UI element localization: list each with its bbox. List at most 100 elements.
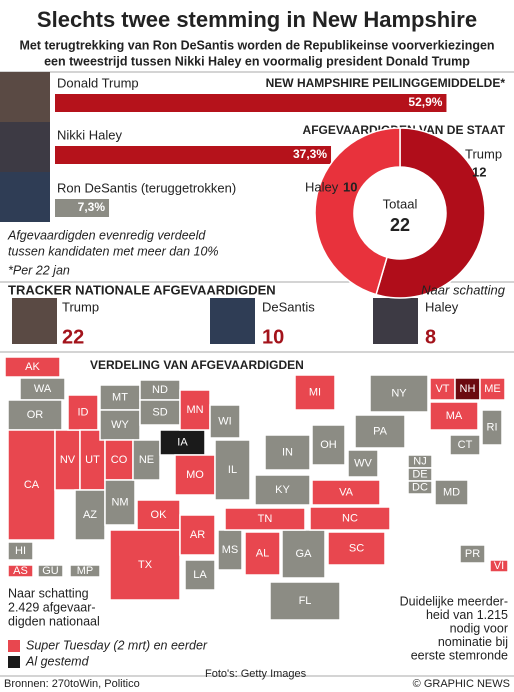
map-note: Duidelijke meerder-	[400, 594, 508, 608]
state-label: LA	[193, 569, 207, 581]
state	[459, 544, 486, 564]
state-label: OK	[151, 509, 168, 521]
tracker-title: TRACKER NATIONALE AFGEVAARDIGDEN	[8, 282, 276, 297]
map-note: nominatie bij	[438, 635, 508, 649]
state	[104, 479, 136, 526]
state-label: IL	[228, 464, 237, 476]
state	[99, 409, 141, 441]
state-label: TN	[258, 513, 273, 525]
legend-label: Super Tuesday (2 mrt) en eerder	[26, 638, 208, 652]
state-label: MN	[186, 404, 203, 416]
state	[132, 439, 161, 481]
state-label: PR	[465, 548, 480, 560]
state-label: NE	[139, 454, 154, 466]
state	[214, 439, 251, 501]
state-label: MD	[443, 486, 460, 498]
state-label: HI	[15, 545, 26, 557]
state	[184, 559, 216, 591]
state	[4, 356, 61, 378]
state-label: NC	[342, 512, 358, 524]
candidate-name: Haley	[425, 299, 459, 314]
state-label: GU	[42, 565, 59, 577]
donut-segment	[375, 127, 486, 299]
state	[449, 434, 481, 456]
state-label: CT	[458, 439, 473, 451]
state	[7, 541, 34, 561]
state	[309, 506, 391, 531]
state	[179, 389, 211, 431]
state	[434, 479, 469, 506]
bar	[55, 199, 110, 217]
state	[264, 434, 311, 471]
footer-sources: Bronnen: 270toWin, Politico	[4, 678, 140, 690]
state	[109, 529, 181, 601]
state-label: IN	[282, 446, 293, 458]
state-label: OR	[27, 409, 44, 421]
map-note: heid van 1.215	[426, 608, 508, 622]
state-label: RI	[487, 421, 498, 433]
photo	[0, 72, 50, 122]
state	[7, 429, 56, 541]
state-label: MT	[112, 391, 128, 403]
map-note: nodig voor	[450, 621, 508, 635]
state-label: AS	[13, 565, 28, 577]
segment-value: 10	[343, 179, 357, 194]
state	[481, 409, 503, 446]
center-label: Totaal	[383, 196, 418, 211]
state-label: NJ	[413, 455, 426, 467]
state	[281, 529, 326, 579]
state	[269, 581, 341, 621]
state	[479, 377, 506, 401]
category-label: Donald Trump	[57, 75, 139, 90]
photo	[210, 298, 255, 344]
state-label: NV	[60, 454, 76, 466]
state	[254, 474, 311, 506]
title: Slechts twee stemming in New Hampshire	[37, 7, 477, 32]
state	[37, 564, 64, 578]
category-label: Nikki Haley	[57, 127, 123, 142]
candidate-delegates: 8	[425, 326, 436, 348]
state-label: VI	[494, 560, 504, 572]
state-label: WV	[354, 457, 372, 469]
state	[174, 454, 216, 496]
state-label: NM	[111, 496, 128, 508]
state	[327, 531, 386, 566]
segment-label: Trump	[465, 146, 502, 161]
state-label: VA	[339, 486, 354, 498]
state-label: PA	[373, 425, 388, 437]
candidate-delegates: 22	[62, 326, 84, 348]
state-label: AR	[190, 529, 205, 541]
state-label: DC	[412, 481, 428, 493]
map-note: eerste stemronde	[411, 648, 508, 662]
state-label: TX	[138, 559, 153, 571]
photo	[0, 122, 50, 172]
state-label: GA	[296, 548, 313, 560]
state	[354, 414, 406, 449]
map-note: 2.429 afgevaar-	[8, 600, 96, 614]
segment-value: 12	[472, 164, 486, 179]
state-label: MA	[446, 410, 463, 422]
state-label: SC	[349, 542, 364, 554]
state	[369, 374, 429, 413]
state-label: NH	[460, 383, 476, 395]
state-label: NY	[391, 387, 407, 399]
state-label: CO	[111, 454, 128, 466]
state	[294, 374, 336, 411]
state	[489, 559, 509, 573]
photo	[373, 298, 418, 344]
state	[139, 399, 181, 426]
segment-label: Haley	[305, 179, 339, 194]
state	[244, 531, 281, 576]
note: *Per 22 jan	[8, 263, 70, 277]
state-label: AZ	[83, 509, 97, 521]
state-label: KY	[275, 484, 290, 496]
state	[209, 404, 241, 439]
state-label: MI	[309, 386, 321, 398]
state	[429, 401, 479, 431]
state-label: UT	[85, 454, 100, 466]
map-title: VERDELING VAN AFGEVAARDIGDEN	[90, 358, 304, 372]
state-label: DE	[412, 468, 427, 480]
state-label: WA	[34, 383, 52, 395]
chart-title: NEW HAMPSHIRE PEILINGGEMIDDELDE*	[266, 76, 506, 90]
state-label: MO	[186, 469, 204, 481]
